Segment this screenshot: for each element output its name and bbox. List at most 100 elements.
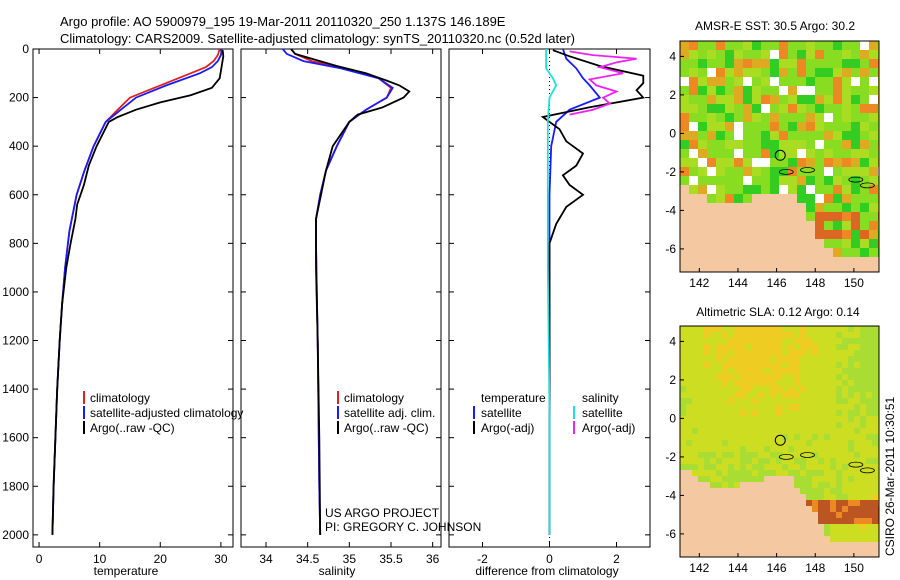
- map-cell: [734, 446, 740, 452]
- map-cell: [860, 476, 866, 482]
- map-cell: [806, 230, 815, 239]
- map-cell: [740, 548, 746, 554]
- map-cell: [869, 131, 878, 140]
- map-cell: [725, 113, 734, 122]
- y-tick-label: 400: [9, 139, 29, 153]
- map-cell: [836, 356, 842, 362]
- map-cell: [776, 422, 782, 428]
- map-cell: [776, 440, 782, 446]
- map-cell: [740, 494, 746, 500]
- map-cell: [872, 476, 878, 482]
- map-cell: [812, 440, 818, 446]
- map-cell: [698, 344, 704, 350]
- map-cell: [752, 338, 758, 344]
- map-cell: [797, 230, 806, 239]
- map-cell: [824, 41, 833, 50]
- map-cell: [746, 410, 752, 416]
- map-cell: [716, 410, 722, 416]
- map-cell: [851, 212, 860, 221]
- map-cell: [770, 203, 779, 212]
- map-cell: [686, 542, 692, 548]
- map-cell: [833, 77, 842, 86]
- map-cell: [686, 506, 692, 512]
- map-cell: [860, 452, 866, 458]
- map-cell: [866, 422, 872, 428]
- map-cell: [782, 434, 788, 440]
- map-cell: [716, 332, 722, 338]
- map-cell: [728, 524, 734, 530]
- map-cell: [818, 368, 824, 374]
- map-cell: [704, 356, 710, 362]
- map-cell: [851, 41, 860, 50]
- map-cell: [764, 458, 770, 464]
- map-cell: [680, 536, 686, 542]
- map-cell: [716, 458, 722, 464]
- map-cell: [740, 386, 746, 392]
- map-cell: [833, 104, 842, 113]
- map-cell: [734, 50, 743, 59]
- map-cell: [806, 248, 815, 257]
- map-cell: [740, 362, 746, 368]
- map-cell: [710, 458, 716, 464]
- map-cell: [716, 221, 725, 230]
- map-cell: [851, 113, 860, 122]
- map-cell: [824, 440, 830, 446]
- map-cell: [764, 482, 770, 488]
- map-cell: [734, 248, 743, 257]
- map-cell: [752, 95, 761, 104]
- map-cell: [842, 554, 848, 557]
- map-cell: [860, 122, 869, 131]
- map-cell: [776, 482, 782, 488]
- map-cell: [842, 203, 851, 212]
- map-cell: [872, 494, 878, 500]
- map-cell: [782, 422, 788, 428]
- map-cell: [746, 506, 752, 512]
- map-cell: [830, 332, 836, 338]
- map-cell: [833, 167, 842, 176]
- map-cell: [689, 230, 698, 239]
- map-cell: [734, 554, 740, 557]
- map-cell: [680, 428, 686, 434]
- map-cell: [770, 77, 779, 86]
- map-cell: [716, 344, 722, 350]
- map-cell: [806, 338, 812, 344]
- map-cell: [722, 518, 728, 524]
- legend-label: satellite: [481, 406, 522, 420]
- map-cell: [818, 392, 824, 398]
- map-cell: [704, 464, 710, 470]
- map-cell: [728, 362, 734, 368]
- map-cell: [716, 194, 725, 203]
- map-cell: [704, 446, 710, 452]
- map-cell: [836, 422, 842, 428]
- map-cell: [800, 398, 806, 404]
- map-cell: [869, 104, 878, 113]
- map-cell: [698, 386, 704, 392]
- map-cell: [788, 332, 794, 338]
- map-cell: [830, 326, 836, 332]
- map-cell: [758, 392, 764, 398]
- map-cell: [779, 77, 788, 86]
- map-cell: [869, 149, 878, 158]
- map-cell: [782, 506, 788, 512]
- map-cell: [842, 113, 851, 122]
- map-cell: [761, 167, 770, 176]
- map-cell: [680, 368, 686, 374]
- map-cell: [842, 380, 848, 386]
- map-cell: [710, 488, 716, 494]
- map-cell: [833, 230, 842, 239]
- map-cell: [806, 458, 812, 464]
- map-cell: [851, 50, 860, 59]
- map-cell: [830, 542, 836, 548]
- map-cell: [698, 506, 704, 512]
- x-tick-label: 148: [805, 561, 825, 575]
- map-cell: [788, 464, 794, 470]
- map-cell: [710, 410, 716, 416]
- map-cell: [818, 398, 824, 404]
- map-cell: [797, 158, 806, 167]
- map-cell: [848, 338, 854, 344]
- map-cell: [752, 542, 758, 548]
- map-cell: [788, 416, 794, 422]
- map-cell: [794, 374, 800, 380]
- map-cell: [740, 518, 746, 524]
- map-cell: [860, 167, 869, 176]
